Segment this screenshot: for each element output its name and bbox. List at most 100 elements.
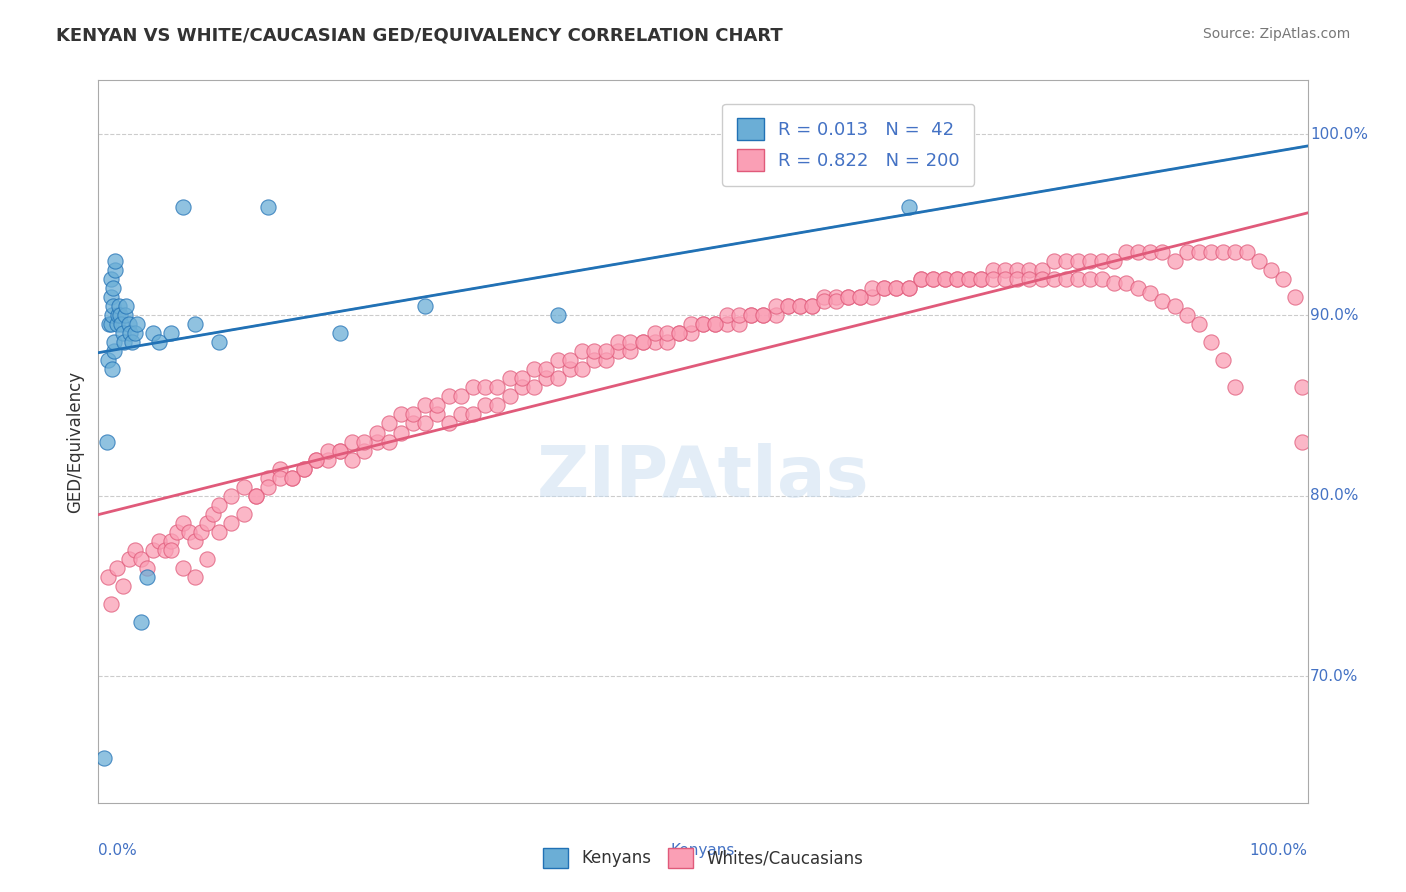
Point xyxy=(166,524,188,539)
Point xyxy=(1042,272,1064,286)
Point xyxy=(595,344,617,359)
Point xyxy=(523,380,546,394)
Point xyxy=(450,408,472,422)
Point xyxy=(463,380,485,394)
Point xyxy=(202,507,225,521)
Text: Kenyans: Kenyans xyxy=(671,843,735,857)
Point xyxy=(111,326,134,340)
Point xyxy=(631,335,654,350)
Point xyxy=(1115,244,1137,259)
Point xyxy=(1212,353,1234,368)
Point xyxy=(934,272,956,286)
Point xyxy=(1078,272,1101,286)
Point xyxy=(946,272,969,286)
Y-axis label: GED/Equivalency: GED/Equivalency xyxy=(66,370,84,513)
Point xyxy=(100,362,122,376)
Point xyxy=(129,552,152,566)
Point xyxy=(1031,272,1053,286)
Point xyxy=(1102,253,1125,268)
Point xyxy=(232,480,254,494)
Point xyxy=(463,408,485,422)
Point xyxy=(583,344,606,359)
Point xyxy=(692,317,714,331)
Point xyxy=(886,281,908,295)
Point xyxy=(148,533,170,548)
Point xyxy=(655,335,678,350)
Point xyxy=(970,272,993,286)
Point xyxy=(498,371,520,385)
Point xyxy=(619,335,641,350)
Point xyxy=(837,290,859,304)
Point xyxy=(111,579,134,593)
Point xyxy=(153,542,176,557)
Point xyxy=(366,425,388,440)
Point xyxy=(1067,272,1090,286)
Point xyxy=(292,461,315,475)
Point xyxy=(1223,244,1246,259)
Point xyxy=(190,524,212,539)
Point xyxy=(1031,263,1053,277)
Point xyxy=(389,408,412,422)
Point xyxy=(547,353,569,368)
Point xyxy=(179,524,201,539)
Point xyxy=(886,281,908,295)
Point xyxy=(184,317,207,331)
Point xyxy=(571,344,593,359)
Point xyxy=(716,308,738,322)
Point xyxy=(269,461,291,475)
Point xyxy=(1175,244,1198,259)
Text: 100.0%: 100.0% xyxy=(1310,127,1368,142)
Point xyxy=(813,293,835,308)
Text: 70.0%: 70.0% xyxy=(1310,669,1358,684)
Point xyxy=(728,308,751,322)
Point xyxy=(108,299,131,313)
Point xyxy=(897,200,920,214)
Point xyxy=(789,299,811,313)
Point xyxy=(245,489,267,503)
Point xyxy=(547,308,569,322)
Point xyxy=(100,597,122,611)
Point xyxy=(97,570,120,584)
Point xyxy=(1128,281,1150,295)
Point xyxy=(101,299,124,313)
Point xyxy=(510,380,533,394)
Point xyxy=(679,326,702,340)
Point xyxy=(342,452,364,467)
Point xyxy=(946,272,969,286)
Point xyxy=(692,317,714,331)
Legend: R = 0.013   N =  42, R = 0.822   N = 200: R = 0.013 N = 42, R = 0.822 N = 200 xyxy=(723,103,974,186)
Point xyxy=(510,371,533,385)
Point xyxy=(994,272,1017,286)
Point xyxy=(1212,244,1234,259)
Point xyxy=(921,272,943,286)
Point xyxy=(115,299,138,313)
Point xyxy=(547,371,569,385)
Point xyxy=(716,317,738,331)
Point xyxy=(860,281,883,295)
Point xyxy=(776,299,799,313)
Point xyxy=(728,317,751,331)
Point xyxy=(221,489,243,503)
Point xyxy=(595,353,617,368)
Point xyxy=(474,380,496,394)
Point xyxy=(413,398,436,412)
Point xyxy=(160,533,183,548)
Point xyxy=(305,452,328,467)
Point xyxy=(752,308,775,322)
Point xyxy=(101,281,124,295)
Point xyxy=(100,290,122,304)
Point xyxy=(740,308,762,322)
Point xyxy=(957,272,980,286)
Point xyxy=(1139,286,1161,301)
Point xyxy=(195,552,218,566)
Point xyxy=(837,290,859,304)
Point xyxy=(184,570,207,584)
Point xyxy=(825,293,848,308)
Point xyxy=(1128,244,1150,259)
Point xyxy=(1007,272,1029,286)
Point xyxy=(100,317,122,331)
Point xyxy=(172,200,194,214)
Point xyxy=(1042,253,1064,268)
Point xyxy=(1007,263,1029,277)
Point xyxy=(184,533,207,548)
